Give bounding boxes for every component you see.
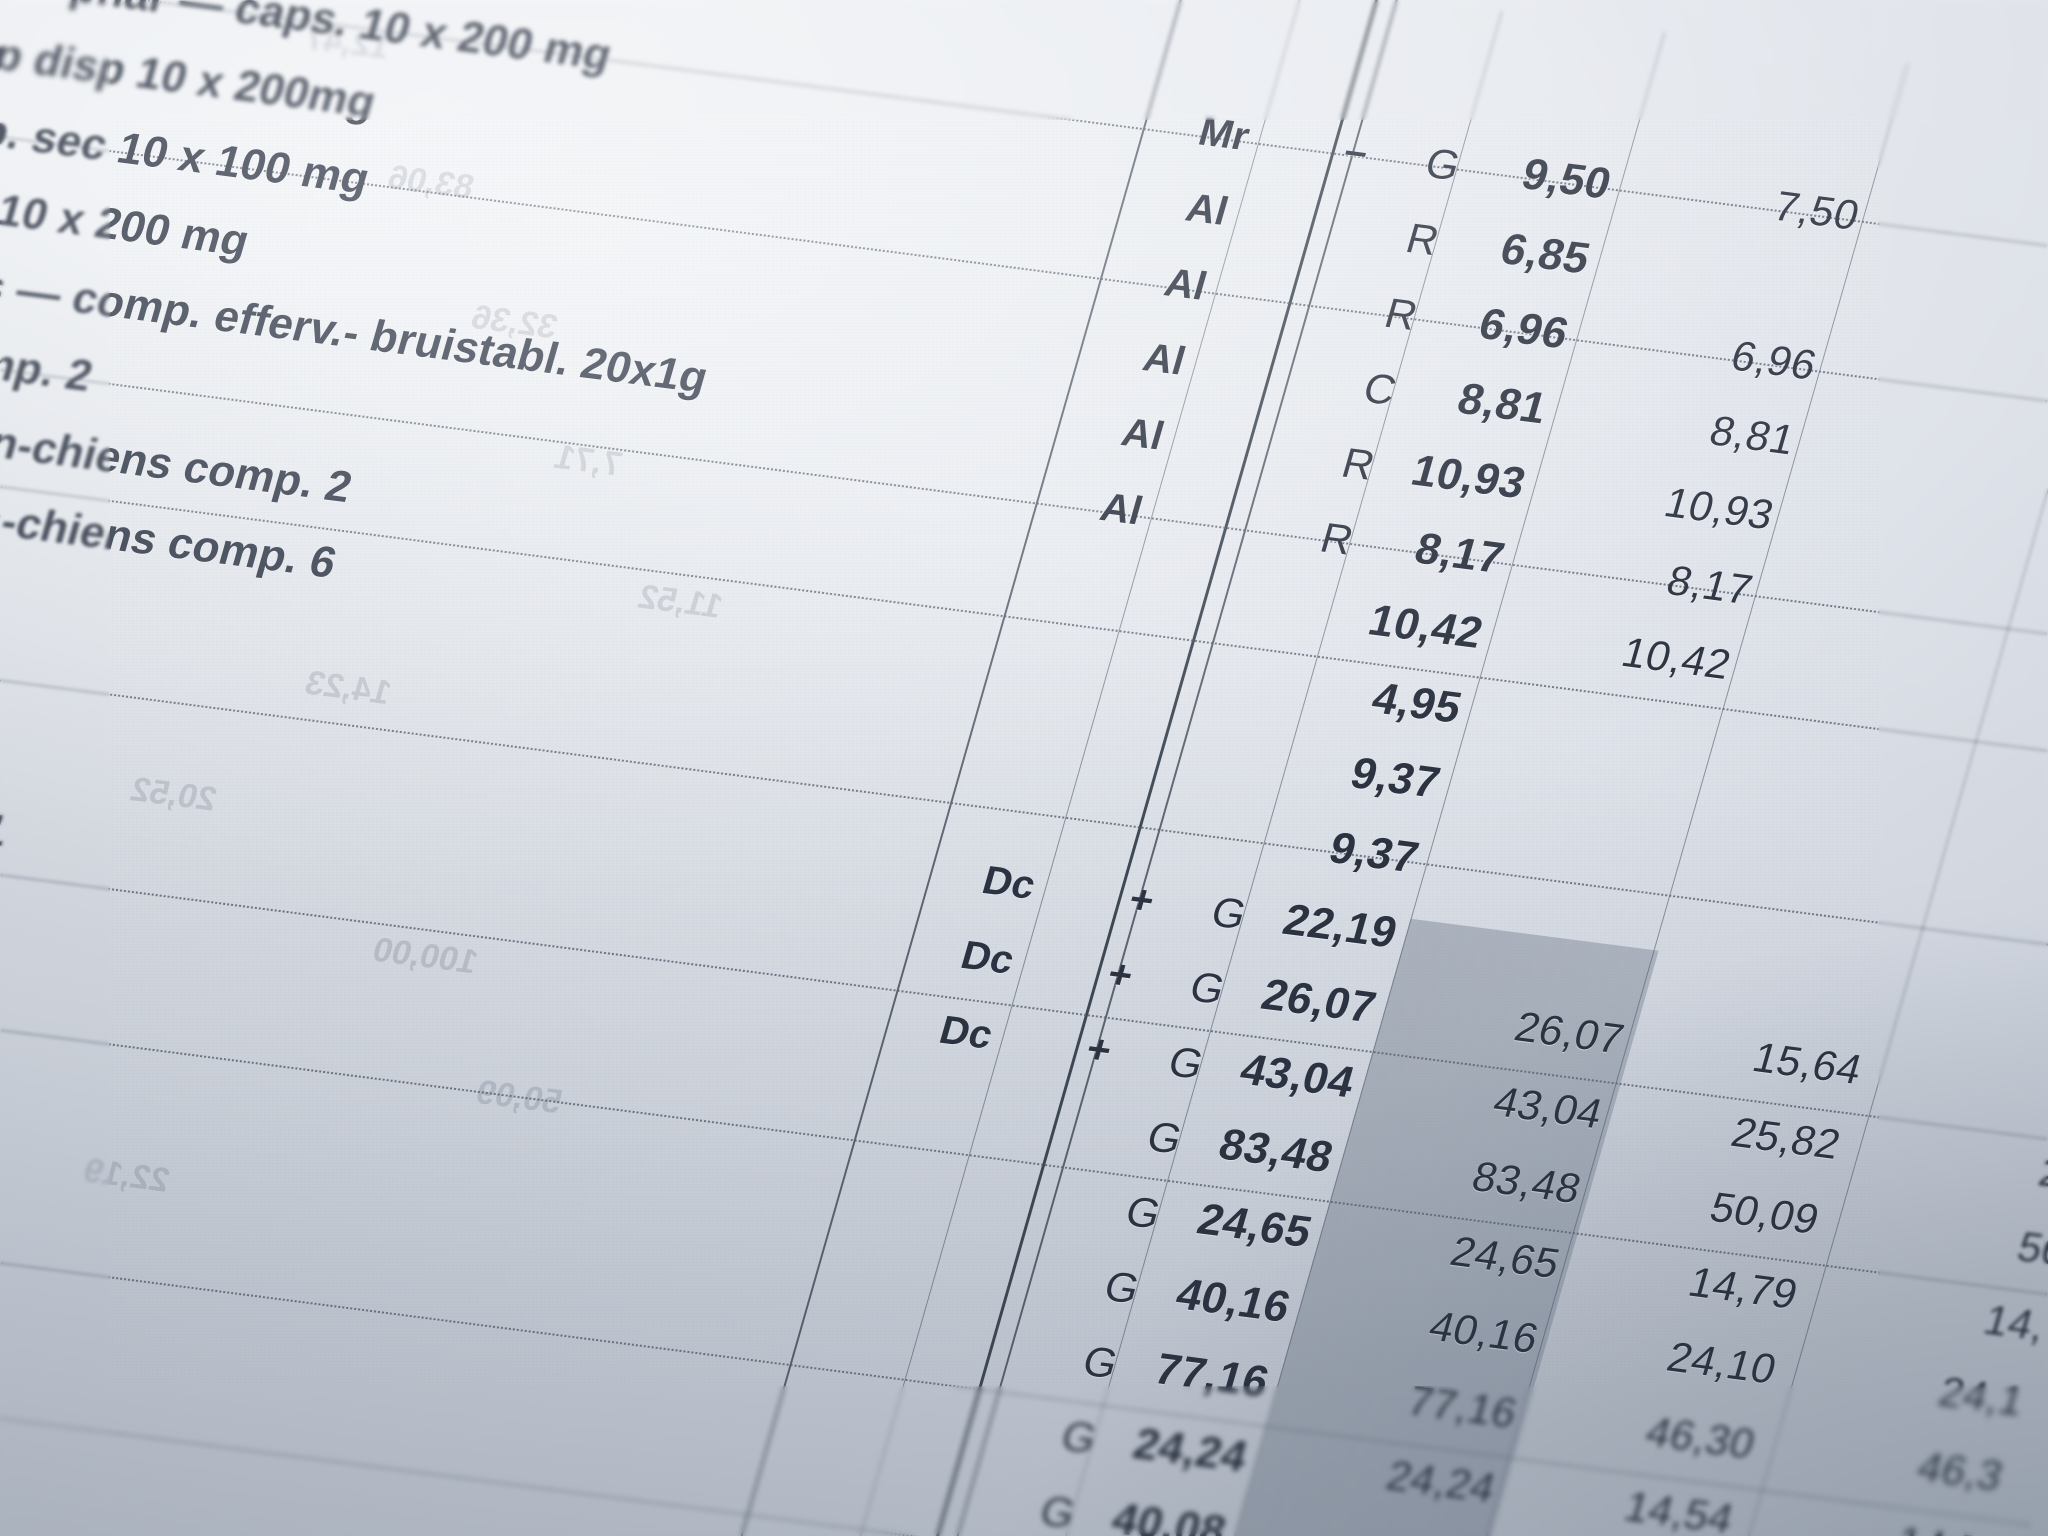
row-separator-4 (0, 616, 2048, 965)
price-cell-base: 7,50 (1768, 182, 1865, 239)
price-cell-copay: 2,09 (2006, 679, 2048, 752)
row-separator-5 (0, 803, 2048, 1152)
marker-cell-delivery: Dc (956, 933, 1020, 983)
ghost-show-through-text: 11,52 (633, 577, 727, 626)
marker-cell-delivery: Mr (1193, 109, 1255, 159)
price-cell-reimbursed: 24,10 (1662, 1333, 1782, 1393)
price-cell-copay: 25 (2033, 1148, 2048, 1200)
price-cell-public: 8,81 (1452, 374, 1553, 434)
price-cell-public: 9,37 (1323, 823, 1425, 883)
description-cell: min c Bomedys — comp. efferv.- bruistabl… (0, 222, 714, 403)
price-cell-copay: 14,5 (1770, 1502, 1987, 1536)
marker-cell-delivery: Al (1116, 410, 1169, 459)
price-cell-base: 10,93 (1659, 478, 1780, 539)
price-cell-public: 40,16 (1170, 1269, 1296, 1332)
price-cell-copay: 1,31 (2027, 604, 2048, 677)
ghost-show-through-text: 22,19 (78, 1151, 174, 1200)
marker-cell-delivery: Al (1159, 260, 1212, 309)
price-cell-public: 26,07 (1256, 970, 1382, 1033)
price-cell-public: 10,93 (1406, 446, 1532, 509)
price-cell-base: 8,81 (1704, 406, 1801, 464)
price-cell-public: 9,50 (1516, 149, 1617, 209)
price-cell-public: 10,42 (1363, 595, 1489, 658)
price-cell-base: 10,42 (1616, 628, 1737, 688)
price-cell-copay: 46,3 (1912, 1442, 2009, 1500)
row-separator-1 (0, 92, 2048, 440)
marker-cell-delivery: Dc (977, 858, 1041, 908)
price-cell-reimbursed: 46,30 (1640, 1407, 1761, 1468)
ghost-show-through-text: 20,52 (126, 770, 222, 819)
price-cell-public: 22,19 (1277, 895, 1403, 958)
price-cell-public: 6,96 (1473, 299, 1575, 359)
price-cell-reimbursed: 50,09 (1704, 1183, 1825, 1243)
ghost-show-through-text: 100,00 (368, 930, 483, 982)
price-cell-public: 83,48 (1213, 1119, 1339, 1182)
price-cell-public: 6,85 (1495, 224, 1596, 284)
price-cell-base: 8,17 (1661, 556, 1758, 614)
price-cell-copay: 50 (2012, 1222, 2048, 1275)
price-cell-public: 40,08 (1106, 1494, 1232, 1536)
marker-cell-delivery: Dc (934, 1008, 998, 1058)
price-cell-public: 77,16 (1149, 1344, 1275, 1407)
ghost-show-through-text: 14,23 (300, 664, 396, 712)
marker-cell-delivery: Al (1138, 335, 1191, 384)
marker-cell-delivery: Al (1181, 185, 1234, 234)
ghost-show-through-text: 83,06 (383, 158, 479, 207)
marker-cell-delivery: Al (1095, 485, 1148, 534)
price-cell-base: 6,96 (1726, 331, 1823, 389)
price-cell-copay: 1, (1899, 1053, 2048, 1126)
price-cell-copay: 24,1 (1933, 1368, 2030, 1425)
description-cell: fik — comp enrob 3 x 21 (0, 743, 14, 856)
price-cell-public: 8,17 (1409, 524, 1510, 583)
price-cell-reimbursed: 14,54 (1619, 1482, 1740, 1536)
price-cell-reimbursed: 15,64 (1747, 1033, 1868, 1093)
price-cell-public: 9,37 (1345, 748, 1446, 808)
